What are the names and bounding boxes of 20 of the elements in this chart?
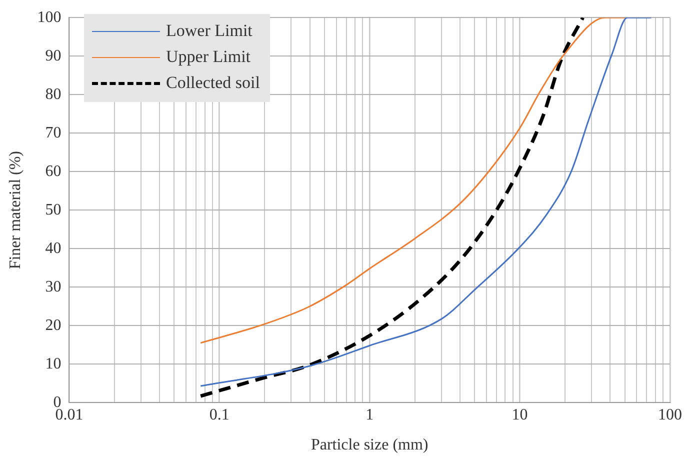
x-tick-label: 0.1 (209, 406, 230, 424)
y-tick-label: 80 (45, 86, 62, 103)
legend-label: Upper Limit (166, 47, 251, 67)
x-axis-title: Particle size (mm) (310, 436, 428, 454)
x-tick-label: 10 (512, 406, 528, 424)
y-tick-label: 100 (37, 8, 62, 26)
legend-label: Lower Limit (166, 21, 252, 41)
y-tick-label: 10 (45, 355, 62, 372)
y-axis-title: Finer material (%) (6, 151, 24, 270)
legend-label: Collected soil (166, 73, 260, 93)
y-tick-label: 70 (45, 124, 62, 142)
x-tick-label: 100 (658, 406, 682, 424)
y-tick-label: 40 (45, 240, 62, 257)
x-tick-label: 0.01 (55, 406, 84, 424)
y-tick-label: 90 (45, 47, 62, 64)
y-tick-label: 50 (45, 201, 62, 218)
y-tick-label: 30 (45, 278, 62, 296)
x-tick-label: 1 (366, 406, 374, 424)
y-tick-label: 20 (45, 316, 62, 334)
y-tick-label: 60 (45, 162, 62, 180)
